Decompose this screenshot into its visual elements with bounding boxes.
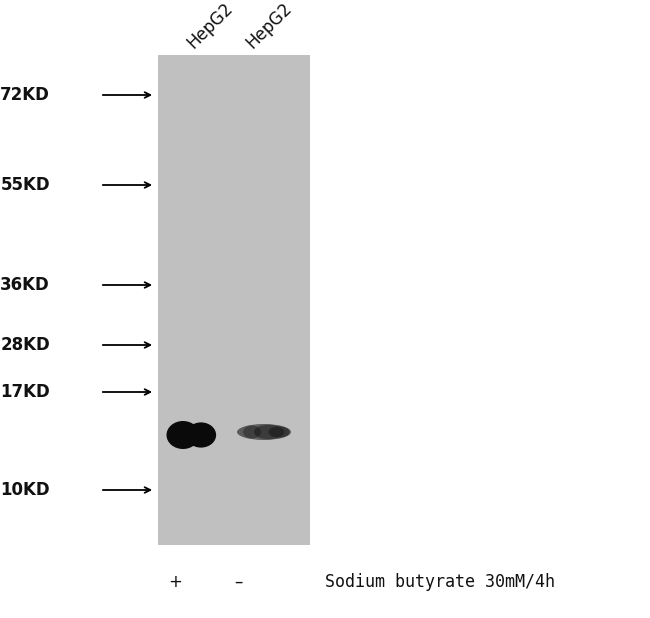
Text: HepG2: HepG2 — [183, 0, 236, 52]
Text: 72KD: 72KD — [0, 86, 50, 104]
Text: 36KD: 36KD — [0, 276, 50, 294]
Ellipse shape — [166, 421, 200, 449]
Ellipse shape — [186, 422, 216, 447]
Text: 28KD: 28KD — [0, 336, 50, 354]
Ellipse shape — [237, 424, 291, 440]
Bar — [158, 55, 310, 545]
Text: 10KD: 10KD — [1, 481, 50, 499]
Text: 17KD: 17KD — [0, 383, 50, 401]
Text: –: – — [234, 573, 242, 591]
Ellipse shape — [180, 425, 202, 445]
Text: HepG2: HepG2 — [242, 0, 295, 52]
Text: +: + — [168, 573, 182, 591]
Ellipse shape — [268, 426, 289, 438]
Text: Sodium butyrate 30mM/4h: Sodium butyrate 30mM/4h — [325, 573, 555, 591]
Ellipse shape — [243, 426, 261, 438]
Text: 55KD: 55KD — [1, 176, 50, 194]
Ellipse shape — [254, 425, 284, 439]
